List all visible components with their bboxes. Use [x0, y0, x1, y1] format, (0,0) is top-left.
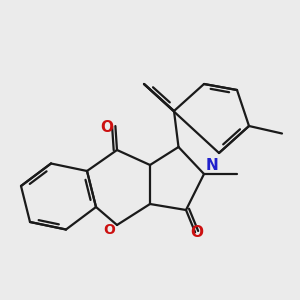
Text: N: N	[206, 158, 218, 172]
Text: O: O	[103, 223, 116, 236]
Text: O: O	[100, 120, 113, 135]
Text: O: O	[190, 225, 203, 240]
